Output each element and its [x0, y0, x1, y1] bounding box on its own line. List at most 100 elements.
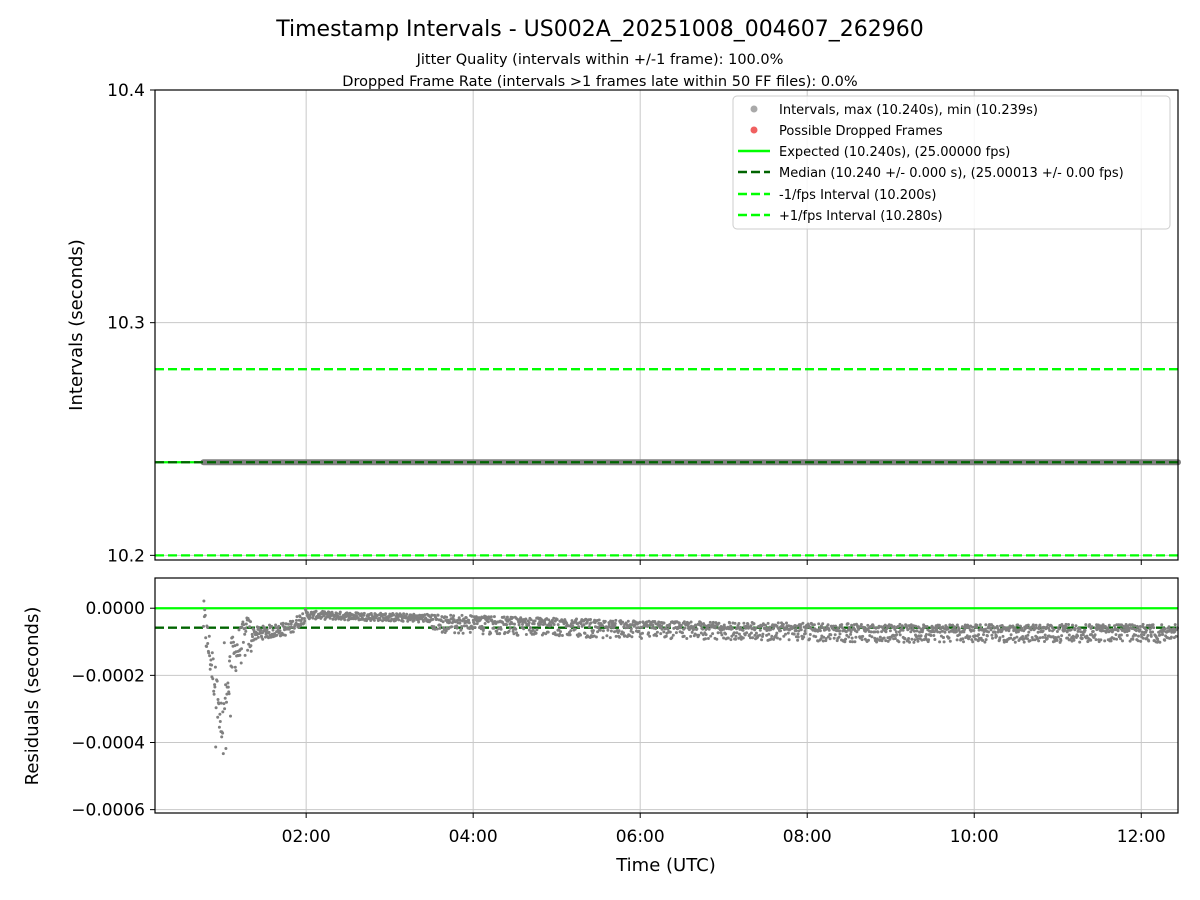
residual-point [471, 627, 475, 631]
residual-point [1116, 629, 1120, 633]
residual-point [713, 626, 717, 630]
residual-point [334, 617, 338, 621]
residual-point [532, 622, 536, 626]
residual-point [1134, 633, 1138, 637]
residual-point [983, 640, 987, 644]
residual-point [206, 625, 209, 629]
residual-point [733, 621, 737, 625]
residual-point [579, 633, 582, 637]
residual-point [794, 629, 798, 633]
residual-point [1031, 638, 1035, 642]
residual-point [917, 626, 921, 630]
residual-point [707, 627, 711, 631]
residual-point [651, 623, 655, 627]
residual-point [492, 615, 496, 619]
residual-point [631, 631, 635, 634]
residual-point [1139, 639, 1143, 643]
legend-frame [732, 95, 1171, 230]
residual-point [435, 627, 439, 631]
residual-point [767, 632, 771, 636]
residual-point [843, 640, 847, 644]
residual-point [1076, 634, 1080, 638]
residual-point [464, 616, 468, 620]
legend-label-minus-fps: -1/fps Interval (10.200s) [779, 188, 936, 203]
residual-point [1115, 637, 1119, 641]
residual-point [975, 623, 979, 627]
residual-point [1052, 627, 1056, 631]
residual-point [480, 624, 484, 628]
residuals-x-tick-label-1: 04:00 [449, 827, 498, 847]
residual-point [679, 626, 683, 630]
residual-point [846, 622, 850, 626]
residual-point [826, 623, 830, 627]
residual-point [937, 623, 941, 627]
residual-point [821, 639, 825, 643]
residual-point [739, 625, 742, 629]
residual-point [489, 631, 493, 635]
residual-point [462, 624, 466, 628]
residual-point [761, 632, 765, 636]
residuals-y-tick-label-0: 0.0000 [86, 599, 145, 619]
residual-point [481, 632, 485, 636]
residual-point [397, 618, 401, 622]
residual-point [465, 624, 468, 628]
residual-point [492, 626, 496, 630]
residual-point [770, 634, 774, 638]
residual-point [225, 692, 229, 696]
residual-point [857, 627, 861, 631]
residual-point [1007, 629, 1011, 633]
residual-point [1125, 633, 1129, 637]
residual-point [503, 631, 507, 634]
residual-point [617, 629, 621, 633]
residual-point [306, 611, 309, 615]
residual-point [765, 633, 769, 637]
residual-point [962, 640, 965, 644]
residual-point [1107, 623, 1111, 627]
residual-point [461, 631, 465, 635]
residual-point [1121, 639, 1124, 643]
residuals-x-tick-label-0: 02:00 [282, 827, 331, 847]
residual-point [576, 634, 580, 638]
residual-point [732, 631, 736, 635]
residual-point [1078, 640, 1082, 644]
residual-point [212, 692, 216, 696]
residual-point [943, 630, 947, 634]
residual-point [1093, 633, 1097, 637]
residual-point [761, 635, 764, 638]
residual-point [1043, 633, 1047, 637]
residual-point [1016, 623, 1020, 627]
residual-point [415, 614, 419, 618]
residual-point [916, 637, 920, 641]
residual-point [560, 634, 564, 637]
residual-point [303, 619, 307, 623]
residual-point [423, 613, 427, 617]
residual-point [875, 637, 879, 641]
residual-point [1167, 625, 1171, 629]
residual-point [832, 636, 836, 640]
residual-point [524, 617, 528, 621]
residual-point [982, 633, 985, 637]
residual-point [290, 625, 293, 629]
residual-point [557, 628, 561, 632]
residual-point [882, 636, 886, 640]
residual-point [210, 663, 214, 667]
residual-point [242, 623, 246, 627]
residual-point [232, 640, 235, 644]
residual-point [289, 622, 293, 626]
residual-point [699, 621, 702, 624]
residual-point [795, 624, 799, 628]
residual-point [1158, 640, 1162, 644]
residual-point [281, 621, 285, 625]
residual-point [1081, 633, 1085, 637]
residual-point [1055, 630, 1059, 633]
residual-point [689, 634, 693, 638]
residual-point [203, 613, 207, 617]
residual-point [1145, 628, 1148, 632]
legend: Intervals, max (10.240s), min (10.239s) … [732, 95, 1171, 230]
residual-point [746, 622, 750, 626]
residual-point [209, 658, 213, 662]
residual-point [792, 632, 796, 636]
residual-point [734, 637, 738, 641]
residual-point [529, 618, 533, 622]
residual-point [265, 628, 269, 632]
